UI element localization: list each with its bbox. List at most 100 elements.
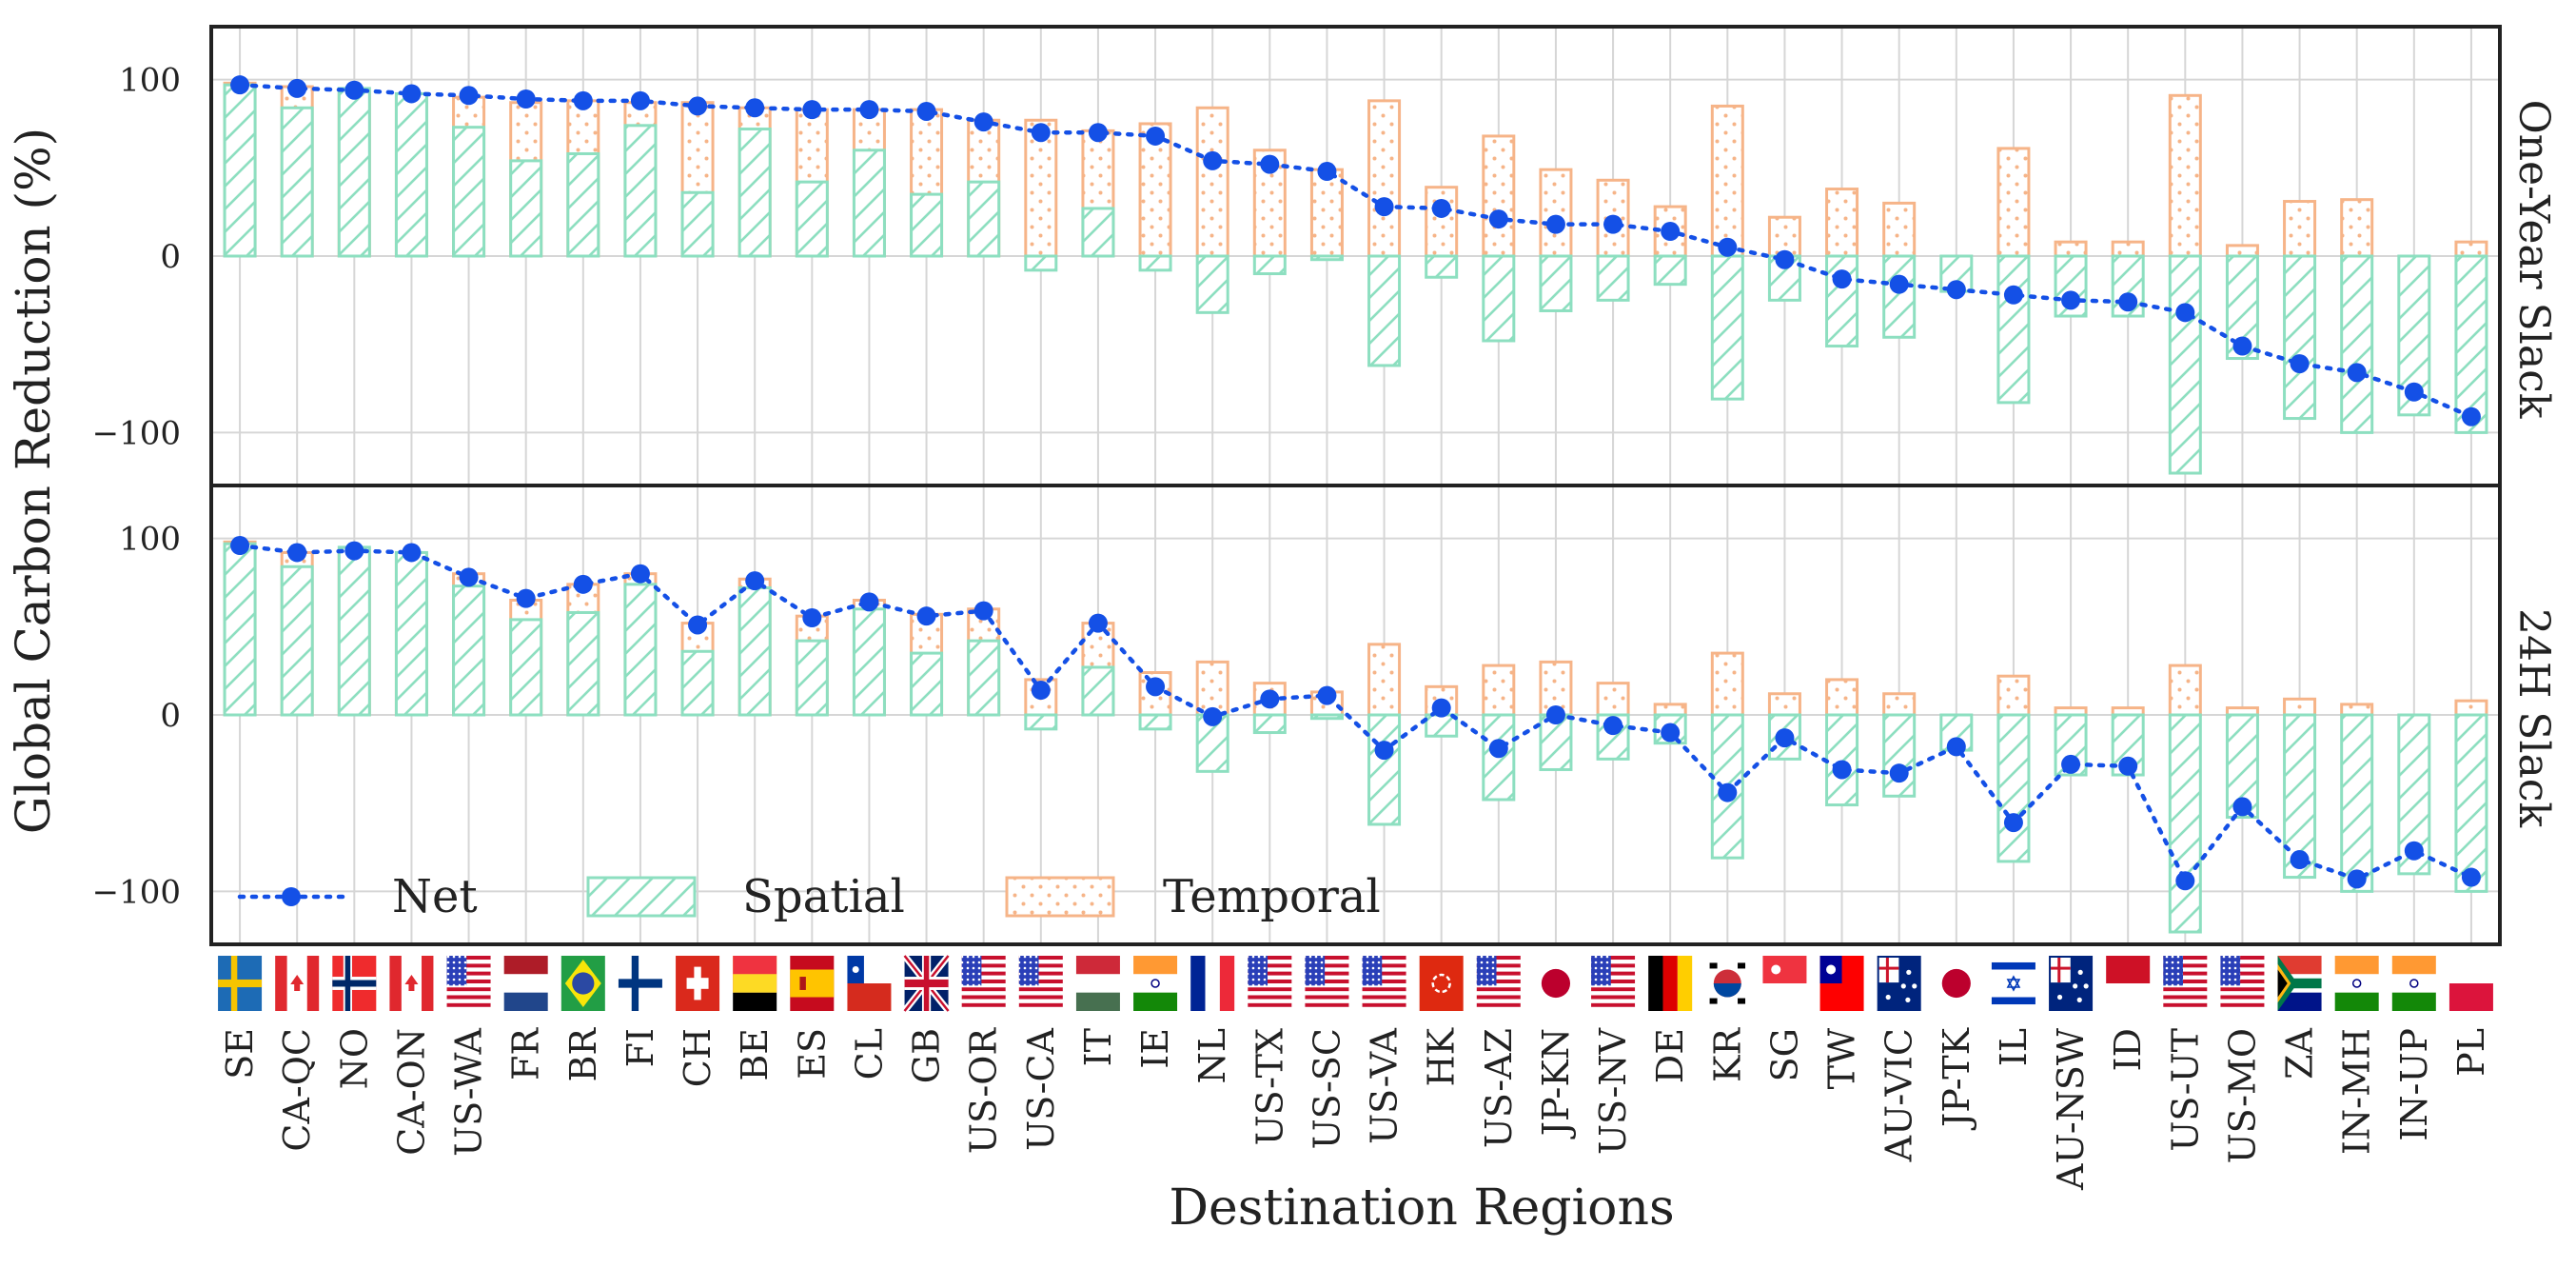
net-point bbox=[859, 592, 879, 612]
net-point bbox=[1946, 737, 1966, 757]
x-tick-label: TW bbox=[1821, 1028, 1863, 1089]
spatial-bar bbox=[2168, 254, 2202, 475]
net-point bbox=[745, 571, 765, 591]
spatial-bar bbox=[2054, 713, 2088, 777]
net-point bbox=[1146, 677, 1166, 697]
temporal-bar bbox=[1367, 643, 1402, 717]
spatial-bar bbox=[737, 586, 772, 717]
temporal-bar bbox=[2340, 703, 2374, 717]
spatial-bar bbox=[566, 610, 600, 717]
temporal-bar bbox=[1195, 106, 1229, 258]
flag-au-icon bbox=[2049, 956, 2094, 1011]
x-tick-label: US-TX bbox=[1249, 1028, 1290, 1145]
flag-cl-icon bbox=[847, 956, 892, 1011]
spatial-bar bbox=[1596, 254, 1630, 302]
net-point bbox=[402, 543, 422, 563]
y-tick-label: −100 bbox=[92, 873, 181, 911]
x-tick-labels: SE CA-QC NO CA-ON US-WA FR BR FI CH BE ES CL GB US-OR… bbox=[219, 1027, 2492, 1191]
x-tick-label: US-VA bbox=[1364, 1027, 1406, 1143]
axis-text-layer: Global Carbon Reduction (%) Destination … bbox=[6, 100, 2558, 1237]
flag-row bbox=[218, 953, 2493, 1014]
spatial-bar bbox=[1138, 254, 1172, 272]
temporal-bar bbox=[1252, 149, 1287, 258]
net-point bbox=[1661, 222, 1681, 242]
spatial-bar bbox=[910, 192, 944, 258]
net-point bbox=[2404, 382, 2424, 402]
flag-au-icon bbox=[1877, 956, 1921, 1011]
flag-br-icon bbox=[560, 956, 605, 1011]
flag-hu-icon bbox=[1075, 956, 1120, 1011]
x-tick-label: CH bbox=[677, 1028, 718, 1087]
x-tick-label: US-NV bbox=[1592, 1027, 1634, 1155]
flag-us-icon bbox=[1018, 956, 1063, 1011]
net-point bbox=[1146, 126, 1166, 146]
net-point bbox=[2003, 285, 2023, 305]
net-point bbox=[916, 101, 936, 121]
temporal-bar bbox=[1195, 660, 1229, 717]
x-tick-label: SG bbox=[1763, 1028, 1805, 1081]
spatial-bar bbox=[1882, 254, 1917, 339]
net-point bbox=[459, 567, 479, 587]
spatial-bar bbox=[852, 149, 886, 258]
flag-us-icon bbox=[1476, 956, 1521, 1011]
x-tick-label: US-OR bbox=[963, 1027, 1005, 1154]
temporal-bar bbox=[1425, 186, 1459, 258]
net-point bbox=[1718, 783, 1738, 802]
temporal-bar bbox=[1825, 678, 1859, 717]
spatial-bar bbox=[1367, 713, 1402, 826]
net-point bbox=[1488, 209, 1508, 229]
net-point bbox=[2003, 813, 2023, 833]
flag-hk-icon bbox=[1419, 956, 1464, 1011]
x-tick-label: ID bbox=[2107, 1028, 2149, 1071]
panel-title-24h-slack: 24H Slack bbox=[2509, 608, 2558, 827]
x-tick-label: PL bbox=[2450, 1028, 2492, 1077]
net-line bbox=[237, 82, 2474, 419]
x-tick-label: US-WA bbox=[448, 1027, 490, 1156]
net-point bbox=[2232, 336, 2252, 356]
x-tick-label: IE bbox=[1134, 1028, 1176, 1069]
net-point bbox=[973, 112, 993, 132]
net-point bbox=[459, 86, 479, 106]
flag-us-icon bbox=[446, 956, 491, 1011]
net-point bbox=[573, 574, 593, 594]
net-point bbox=[1431, 698, 1451, 718]
x-tick-label: US-AZ bbox=[1478, 1028, 1520, 1148]
spatial-bar bbox=[680, 649, 715, 717]
spatial-bar bbox=[1825, 713, 1859, 807]
temporal-bar bbox=[2054, 240, 2088, 258]
y-tick-label: 100 bbox=[119, 521, 181, 559]
spatial-bar bbox=[1024, 713, 1058, 731]
flag-fi-icon bbox=[618, 956, 662, 1011]
net-point bbox=[1832, 269, 1852, 289]
x-tick-label: NL bbox=[1191, 1028, 1233, 1083]
net-point bbox=[1889, 763, 1909, 783]
flag-ch-icon bbox=[676, 956, 720, 1011]
spatial-bar bbox=[1252, 713, 1287, 735]
temporal-bar bbox=[2454, 699, 2488, 717]
legend-label-net: Net bbox=[392, 870, 478, 923]
flag-us-icon bbox=[1591, 956, 1636, 1011]
net-point bbox=[344, 80, 364, 100]
net-point bbox=[1431, 198, 1451, 218]
net-line bbox=[237, 543, 2474, 885]
spatial-bar bbox=[223, 542, 257, 717]
spatial-bar bbox=[795, 639, 829, 717]
temporal-bar bbox=[1653, 703, 1687, 717]
spatial-bar bbox=[1996, 713, 2031, 863]
net-point bbox=[2290, 850, 2310, 870]
spatial-bar bbox=[852, 607, 886, 717]
spatial-bar bbox=[1539, 254, 1573, 312]
temporal-bar bbox=[1539, 168, 1573, 258]
x-tick-label: GB bbox=[906, 1028, 948, 1083]
spatial-bar bbox=[509, 159, 543, 258]
net-point bbox=[1031, 681, 1051, 701]
flag-nl-icon bbox=[503, 956, 548, 1011]
temporal-bar bbox=[2168, 664, 2202, 717]
x-tick-label: JP-TK bbox=[1936, 1027, 1977, 1131]
net-point bbox=[1545, 214, 1565, 234]
x-tick-label: FR bbox=[505, 1027, 547, 1080]
spatial-bar bbox=[1195, 254, 1229, 314]
spatial-bar bbox=[1252, 254, 1287, 276]
net-point bbox=[230, 536, 250, 556]
